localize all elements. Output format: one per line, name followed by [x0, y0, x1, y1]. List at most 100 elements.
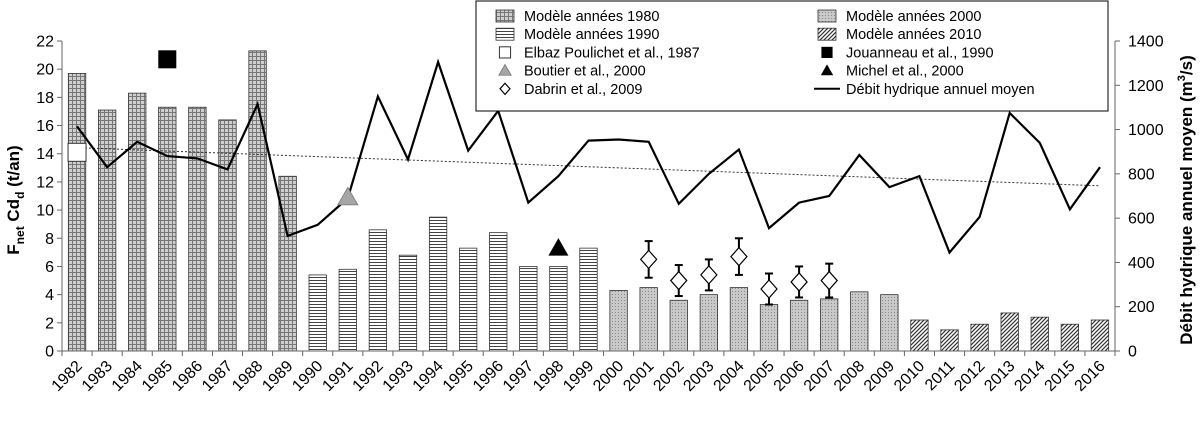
legend-swatch-modele-annees-1990 — [495, 27, 515, 41]
bar-1989 — [278, 175, 297, 352]
left-axis-title-end: (t/an) — [4, 145, 23, 191]
observation-layer — [67, 50, 838, 306]
bar-2013 — [1000, 312, 1019, 352]
legend-box — [475, 0, 1109, 112]
right-tick-label-200: 200 — [1128, 299, 1155, 316]
marker-jouanneau-et-al-1990-1985 — [158, 50, 177, 69]
bar-1986 — [188, 106, 207, 352]
legend-swatch-michel-et-al-2000 — [820, 64, 834, 76]
left-tick-label-14: 14 — [36, 146, 54, 163]
bar-1996 — [489, 232, 508, 352]
right-axis-title-end: /s) — [1177, 55, 1196, 75]
marker-dabrin-et-al-2009-2007 — [820, 270, 838, 291]
bar-2000 — [609, 290, 628, 352]
legend-label-modele-annees-1990: Modèle années 1990 — [524, 27, 659, 43]
left-tick-label-12: 12 — [36, 174, 54, 191]
marker-dabrin-et-al-2009-2005 — [760, 279, 778, 299]
x-tick-label-1997: 1997 — [500, 358, 537, 395]
x-tick-label-2014: 2014 — [1011, 358, 1048, 395]
bar-1984 — [128, 92, 147, 352]
bar-1985 — [158, 106, 177, 352]
right-tick-label-400: 400 — [1128, 255, 1155, 272]
bar-2004 — [729, 287, 749, 352]
marker-elbaz-poulichet-et-al-1987-1982 — [67, 142, 87, 162]
x-tick-label-2010: 2010 — [891, 358, 928, 395]
left-tick-label-8: 8 — [45, 231, 54, 248]
x-tick-label-1992: 1992 — [350, 358, 387, 395]
bar-2001 — [639, 287, 658, 352]
legend-swatch-modele-annees-2000 — [817, 9, 837, 23]
bar-2009 — [880, 294, 899, 352]
x-tick-label-1983: 1983 — [79, 358, 116, 395]
legend-swatch-dabrin-et-al-2009 — [499, 82, 511, 96]
bar-1988 — [248, 50, 267, 352]
discharge-trend-line — [77, 147, 1100, 187]
bar-2010 — [910, 319, 929, 352]
svg-text:Débit hydrique annuel moyen (m: Débit hydrique annuel moyen (m3/s) — [1176, 55, 1196, 345]
bar-2014 — [1030, 316, 1049, 352]
bar-2008 — [850, 291, 869, 352]
bar-2002 — [669, 299, 688, 352]
x-tick-label-1984: 1984 — [109, 358, 146, 395]
legend-swatch-elbaz-poulichet-et-al-1987 — [498, 46, 512, 59]
x-tick-label-1986: 1986 — [169, 358, 206, 395]
x-tick-label-2003: 2003 — [680, 358, 717, 395]
legend-swatch-jouanneau-et-al-1990 — [821, 46, 833, 58]
marker-dabrin-et-al-2009-2002 — [669, 270, 688, 291]
right-axis-title: Débit hydrique annuel moyen (m3/s) — [1176, 55, 1196, 345]
x-tick-label-2011: 2011 — [922, 358, 958, 394]
bar-layer — [67, 50, 1110, 352]
legend-label-modele-annees-1980: Modèle années 1980 — [524, 9, 659, 25]
legend-label-debit-hydrique-annuel-moyen: Débit hydrique annuel moyen — [846, 82, 1035, 98]
bar-2011 — [940, 329, 959, 352]
marker-dabrin-et-al-2009-2004 — [730, 246, 748, 267]
discharge-line — [76, 58, 1101, 255]
legend-swatch-boutier-et-al-2000 — [498, 63, 512, 76]
bar-2007 — [820, 298, 839, 352]
right-tick-label-1400: 1400 — [1128, 34, 1164, 51]
bar-2015 — [1060, 323, 1079, 352]
left-tick-label-4: 4 — [45, 287, 54, 304]
bar-1995 — [459, 247, 478, 352]
legend-label-dabrin-et-al-2009: Dabrin et al., 2009 — [524, 82, 643, 98]
bar-1997 — [519, 266, 538, 352]
legend-swatch-modele-annees-2010 — [817, 27, 837, 41]
bar-1983 — [98, 109, 117, 352]
right-tick-label-0: 0 — [1128, 344, 1137, 361]
x-tick-label-1995: 1995 — [440, 358, 477, 395]
bar-1990 — [308, 274, 327, 352]
bar-2016 — [1090, 319, 1110, 352]
bar-1992 — [368, 229, 388, 352]
bar-1993 — [398, 254, 418, 352]
bar-1982 — [67, 73, 87, 352]
bar-2006 — [789, 299, 809, 352]
left-tick-label-16: 16 — [36, 118, 54, 135]
x-tick-label-2015: 2015 — [1042, 358, 1079, 395]
bar-2012 — [970, 323, 989, 352]
left-axis-title-sub2: d — [13, 192, 27, 199]
bar-2005 — [759, 304, 779, 352]
x-tick-label-2005: 2005 — [741, 358, 778, 395]
x-tick-label-1999: 1999 — [560, 358, 597, 395]
marker-dabrin-et-al-2009-2003 — [700, 265, 718, 285]
x-tick-label-2000: 2000 — [590, 358, 627, 395]
x-tick-label-1989: 1989 — [259, 358, 296, 395]
bar-1994 — [428, 216, 448, 352]
x-tick-label-2002: 2002 — [650, 358, 687, 395]
discharge-layer — [76, 58, 1101, 255]
right-axis-title-sup: 3 — [1176, 75, 1188, 81]
legend-label-boutier-et-al-2000: Boutier et al., 2000 — [524, 64, 646, 80]
x-tick-label-1987: 1987 — [199, 358, 236, 395]
x-tick-label-1988: 1988 — [229, 358, 266, 395]
svg-text:Fnet Cdd (t/an): Fnet Cdd (t/an) — [4, 145, 27, 254]
x-tick-label-1985: 1985 — [139, 358, 176, 395]
legend-label-michel-et-al-2000: Michel et al., 2000 — [846, 64, 964, 80]
left-tick-label-2: 2 — [45, 315, 54, 332]
x-tick-label-1994: 1994 — [410, 358, 447, 395]
left-tick-label-20: 20 — [36, 62, 54, 79]
x-tick-label-2016: 2016 — [1072, 358, 1109, 395]
right-tick-label-1000: 1000 — [1128, 122, 1164, 139]
left-tick-label-22: 22 — [36, 34, 54, 51]
legend-label-modele-annees-2000: Modèle années 2000 — [846, 9, 981, 25]
